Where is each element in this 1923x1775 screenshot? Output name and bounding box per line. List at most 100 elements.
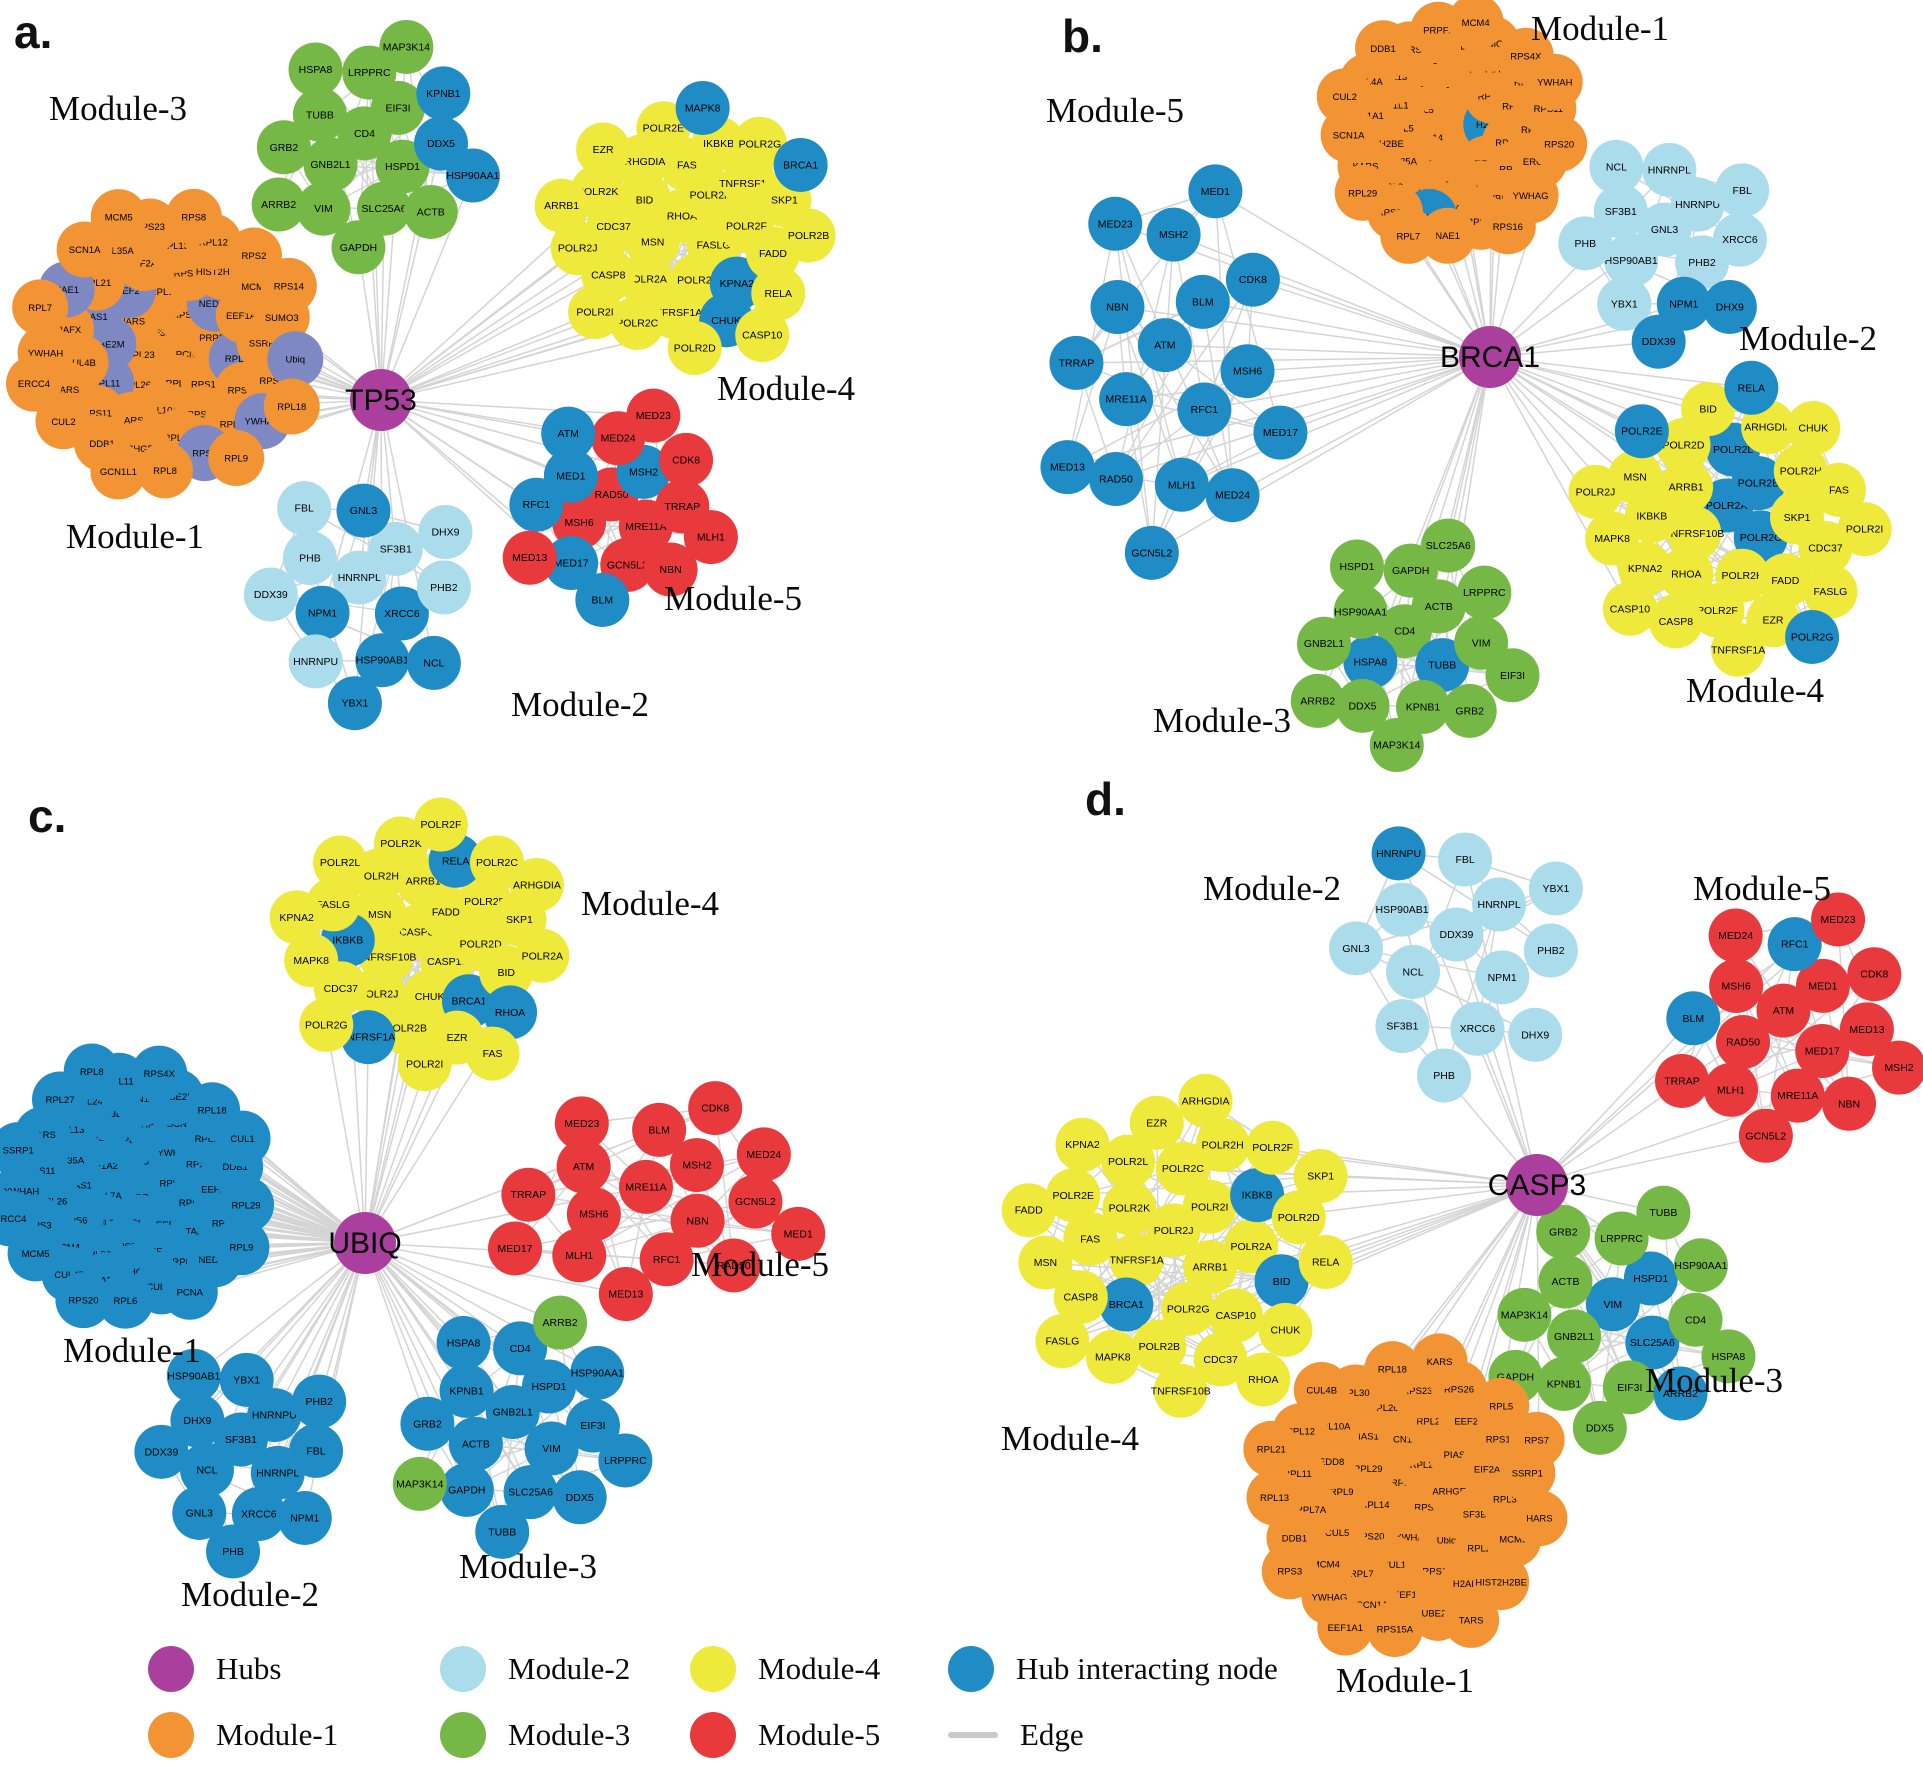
cluster-title-module3: Module-3: [459, 1547, 597, 1586]
node-label-NBN: NBN: [1106, 302, 1128, 314]
node-label-NBN: NBN: [1838, 1098, 1860, 1110]
node-label-RPL29: RPL29: [232, 1200, 261, 1211]
node-label-RPL5: RPL5: [225, 354, 249, 365]
node-label-RFC1: RFC1: [523, 499, 551, 511]
node-label-CDK8: CDK8: [701, 1103, 729, 1115]
node-label-GNL3: GNL3: [186, 1507, 214, 1519]
node-label-SSRP1: SSRP1: [1512, 1468, 1543, 1479]
edge: [1355, 947, 1536, 1036]
node-label-BID: BID: [1699, 404, 1717, 416]
node-label-DDX5: DDX5: [1586, 1422, 1614, 1434]
node-label-RPS4X: RPS4X: [1510, 51, 1542, 62]
node-label-RPS3: RPS3: [259, 376, 284, 387]
node-DDX39: [1631, 314, 1686, 369]
node-label-GNL3: GNL3: [350, 505, 378, 517]
hub-edge: [1164, 344, 1491, 358]
node-label-RPL23: RPL23: [116, 1135, 145, 1146]
node-label-RPS23: RPS23: [186, 1159, 216, 1170]
node-label-Ubiq: Ubiq: [286, 355, 306, 366]
node-label-SF3B1: SF3B1: [380, 543, 412, 555]
node-label-RPL7: RPL7: [1396, 231, 1420, 242]
node-RPL18: [263, 378, 320, 435]
legend-item-edge: Edge: [948, 1704, 1278, 1766]
node-label-FASLG: FASLG: [1045, 1336, 1079, 1348]
node-label-RPS8: RPS8: [181, 212, 206, 223]
node-label-ARRB1: ARRB1: [1193, 1262, 1228, 1274]
node-label-EIF2A: EIF2A: [1474, 1464, 1501, 1475]
hub-label-UBIQ: UBIQ: [328, 1227, 401, 1260]
legend-color-swatch: [690, 1646, 736, 1692]
legend-color-swatch: [148, 1712, 194, 1758]
node-label-MAP3K14: MAP3K14: [383, 41, 430, 53]
node-label-HSPD1: HSPD1: [385, 161, 420, 173]
node-label-CHUK: CHUK: [415, 991, 445, 1003]
node-label-TNFRSF1A: TNFRSF1A: [1711, 644, 1765, 656]
node-BRCA1: [1099, 1277, 1154, 1332]
node-RAD50: [706, 1238, 761, 1293]
node-label-GCN5L2: GCN5L2: [1745, 1130, 1786, 1142]
node-label-NCL: NCL: [1403, 966, 1424, 978]
node-label-TNFRSF10B: TNFRSF10B: [1664, 528, 1724, 540]
node-RPL8: [137, 442, 194, 499]
node-label-POLR2D: POLR2D: [1278, 1212, 1320, 1224]
node-label-RPS16: RPS16: [1422, 1567, 1452, 1578]
hub-edge: [364, 1242, 598, 1374]
node-label-FADD: FADD: [759, 248, 787, 260]
hub-edge: [380, 399, 654, 417]
node-TUBB: [475, 1504, 530, 1559]
node-label-RPS23: RPS23: [135, 222, 165, 233]
node-label-RPL9: RPL9: [224, 454, 248, 465]
node-label-HSPD1: HSPD1: [531, 1381, 566, 1393]
node-label-POLR2C: POLR2C: [1162, 1163, 1204, 1175]
node-VIM: [524, 1421, 579, 1476]
node-CDK8: [1225, 252, 1280, 307]
edge-line-swatch: [948, 1732, 998, 1738]
node-label-CASP10: CASP10: [427, 956, 467, 968]
node-CASP10: [1602, 581, 1657, 636]
node-label-GAPDH: GAPDH: [340, 242, 377, 254]
node-label-PCNA: PCNA: [177, 1287, 204, 1298]
node-GNL3: [172, 1485, 227, 1540]
node-label-TARS: TARS: [119, 415, 144, 426]
node-label-SF3B1: SF3B1: [1386, 1021, 1418, 1033]
node-label-MED1: MED1: [556, 470, 585, 482]
node-label-CASP10: CASP10: [1610, 603, 1650, 615]
legend-label: Hub interacting node: [1016, 1651, 1278, 1686]
node-label-PHB: PHB: [1433, 1070, 1455, 1082]
node-POLR2H: [1195, 1118, 1250, 1173]
hub-edge: [1489, 303, 1685, 358]
node-label-MED17: MED17: [498, 1243, 533, 1255]
node-label-RPL7: RPL7: [141, 1120, 165, 1131]
node-POLR2I: [568, 285, 623, 340]
node-label-POLR2F: POLR2F: [1697, 605, 1738, 617]
node-LRPPRC: [1594, 1211, 1649, 1266]
edge: [1730, 973, 1875, 1091]
node-label-BID: BID: [497, 967, 515, 979]
node-label-RPL30: RPL30: [1341, 1388, 1370, 1399]
node-label-MRE11A: MRE11A: [1106, 394, 1147, 406]
hub-edge: [273, 1242, 366, 1416]
node-label-RPL27: RPL27: [45, 1095, 74, 1106]
node-label-MED17: MED17: [554, 558, 589, 570]
node-label-RPL21: RPL21: [1257, 1444, 1286, 1455]
node-CUL2: [35, 393, 92, 450]
node-label-RPL29: RPL29: [1353, 1464, 1382, 1475]
node-label-POLR2K: POLR2K: [1109, 1203, 1150, 1215]
node-HSPA8: [1343, 634, 1398, 689]
panel-letter-a: a.: [14, 6, 52, 58]
edge: [578, 1153, 765, 1256]
node-POLR2A: [515, 928, 570, 983]
node-label-POLR2A: POLR2A: [625, 274, 666, 286]
legend-item-module-1: Module-1: [148, 1704, 440, 1766]
node-POLR2I: [1837, 502, 1892, 557]
node-label-XRCC6: XRCC6: [1460, 1023, 1496, 1035]
node-ATM: [556, 1139, 611, 1194]
nodes-layer: CASP8 CASP10 TNFRSF10B FADD CHUK MSN POLR2D POL…: [0, 797, 826, 1579]
node-label-HARS: HARS: [119, 317, 145, 328]
hub-edge: [325, 1024, 366, 1244]
node-label-HNRNPL: HNRNPL: [256, 1467, 299, 1479]
edge: [1765, 944, 1796, 1136]
hub-edge: [380, 311, 596, 401]
node-label-POLR2F: POLR2F: [1252, 1142, 1293, 1154]
node-SF3B1: [1375, 999, 1430, 1054]
